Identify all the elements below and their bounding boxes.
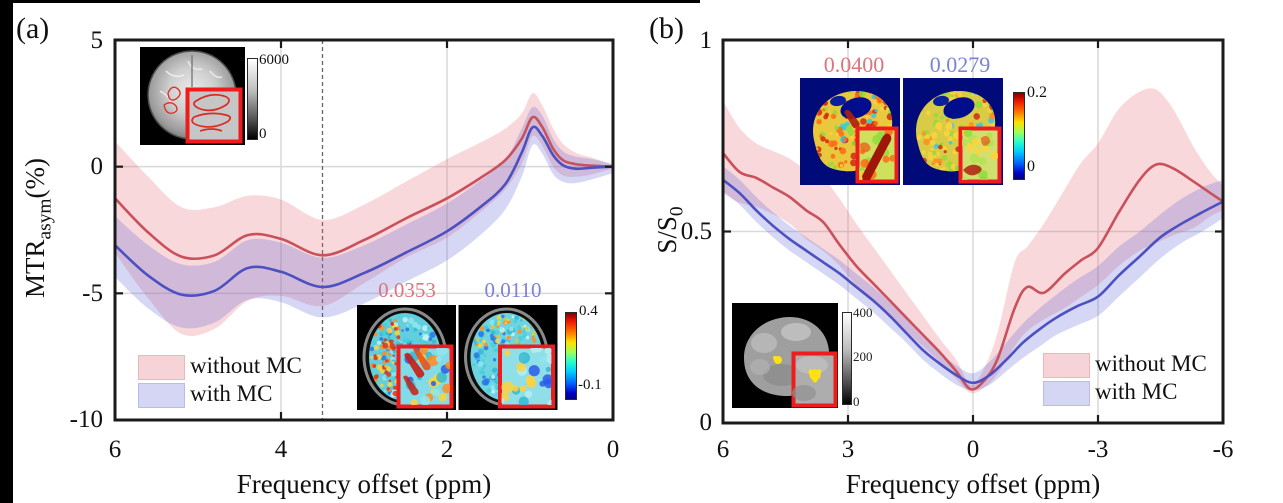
panel-a-ytick-5: 5 — [90, 27, 104, 54]
panel-a-legend-swatch-with-mc — [138, 383, 185, 408]
panel-b-map-value-without-mc: 0.0400 — [823, 52, 885, 77]
panel-a-map-colorbar-min: -0.1 — [578, 377, 602, 393]
panel-a-ytick-0: 0 — [90, 153, 104, 180]
panel-b-ytick-05: 0.5 — [680, 218, 712, 245]
panel-b-map-colorbar — [1013, 92, 1025, 180]
panel-a-map-with-mc — [458, 305, 558, 410]
panel-b-legend-swatch-without-mc — [1043, 353, 1090, 378]
panel-b-legend-label-without-mc: without MC — [1095, 351, 1207, 376]
panel-a-map-value-without-mc: 0.0353 — [378, 278, 436, 302]
panel-b-legend-swatch-with-mc — [1043, 381, 1090, 406]
panel-b-anatomy-colorbar — [842, 312, 852, 405]
brain-anatomy-image — [732, 303, 838, 408]
parametric-map-image — [357, 305, 456, 410]
panel-a-y-label-sub: asym — [34, 198, 56, 240]
panel-b-xtick-m3: -3 — [1087, 436, 1109, 463]
parametric-map-image — [903, 78, 1003, 185]
panel-a-ytick-m5: -5 — [82, 280, 103, 307]
panel-b-anatomy-colorbar-max: 400 — [853, 305, 873, 320]
panel-a-ytick-m10: -10 — [69, 406, 103, 433]
panel-b-map-value-with-mc: 0.0279 — [929, 52, 991, 77]
left-black-bar — [0, 0, 13, 503]
panel-b-map-colorbar-max: 0.2 — [1027, 84, 1047, 101]
panel-a-anatomy-colorbar-max: 6000 — [259, 52, 289, 68]
panel-b-ytick-0: 0 — [699, 409, 713, 436]
roi-yellow-spot — [808, 369, 822, 383]
panel-b-xtick-m6: -6 — [1212, 436, 1234, 463]
panel-b-anatomy-colorbar-mid: 200 — [853, 349, 873, 364]
panel-a-anatomy-colorbar — [247, 58, 258, 140]
panel-a-anatomy-inset — [140, 47, 245, 145]
panel-a-map-colorbar-max: 0.4 — [579, 303, 598, 319]
panel-b-map-colorbar-min: 0 — [1027, 158, 1035, 175]
panel-b-x-axis-label: Frequency offset (ppm) — [845, 469, 1101, 499]
panel-a-legend-label-with-mc: with MC — [190, 381, 273, 406]
top-black-strip — [0, 0, 700, 3]
panel-a-map-colorbar — [565, 312, 577, 400]
panel-b-label: (b) — [649, 12, 684, 45]
panel-b-map-with-mc — [903, 78, 1003, 185]
panel-a-legend-swatch-without-mc — [138, 355, 185, 380]
panel-a-anatomy-colorbar-min: 0 — [259, 126, 267, 142]
panel-b-anatomy-inset — [732, 303, 838, 408]
panel-a-legend-label-without-mc: without MC — [190, 353, 302, 378]
panel-b-y-label-sub: 0 — [666, 206, 688, 217]
panel-a-xtick-4: 4 — [274, 436, 288, 463]
panel-b-map-without-mc — [800, 78, 900, 185]
panel-b-xtick-3: 3 — [841, 436, 855, 463]
panel-b-legend-label-with-mc: with MC — [1095, 379, 1178, 404]
panel-a-label: (a) — [16, 12, 50, 45]
panel-a-y-axis-label: MTRasym(%) — [17, 78, 56, 378]
brain-anatomy-image — [140, 47, 245, 145]
panel-a-xtick-2: 2 — [440, 436, 454, 463]
panel-a-xtick-0: 0 — [606, 436, 620, 463]
panel-b-ytick-1: 1 — [699, 27, 713, 54]
panel-b-xtick-0: 0 — [966, 436, 980, 463]
panel-a-map-value-with-mc: 0.0110 — [484, 278, 542, 302]
panel-a-x-axis-label: Frequency offset (ppm) — [236, 469, 492, 499]
panel-a-map-without-mc — [357, 305, 456, 410]
parametric-map-image — [800, 78, 900, 185]
panel-a-xtick-6: 6 — [108, 436, 122, 463]
panel-b-xtick-6: 6 — [716, 436, 730, 463]
parametric-map-image — [458, 305, 558, 410]
panel-b-anatomy-colorbar-min: 0 — [853, 394, 860, 409]
